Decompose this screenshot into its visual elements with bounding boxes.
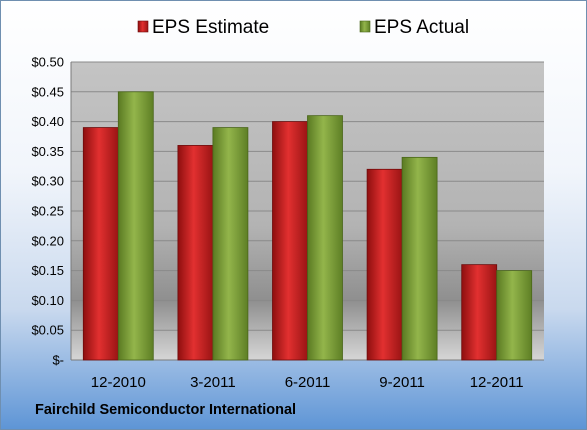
x-tick-label: 3-2011 [190, 374, 236, 391]
x-tick-label: 12-2010 [91, 374, 146, 391]
y-tick-label: $0.10 [31, 293, 64, 308]
bar-eps-estimate [272, 121, 308, 361]
bar-eps-actual [496, 270, 533, 361]
x-tick-label: 9-2011 [379, 374, 425, 391]
legend-label-eps-estimate: EPS Estimate [152, 17, 269, 38]
bar-eps-actual [212, 127, 249, 361]
y-tick-label: $0.50 [31, 55, 64, 70]
x-tick-label: 12-2011 [470, 374, 524, 391]
legend-marker-eps-estimate [137, 20, 149, 33]
y-tick-label: $0.05 [31, 323, 64, 338]
y-tick-label: $- [52, 353, 64, 368]
x-tick-label: 6-2011 [285, 374, 331, 391]
y-tick-label: $0.30 [31, 174, 64, 189]
y-tick-label: $0.40 [31, 114, 64, 129]
bar-eps-estimate [366, 168, 403, 361]
bar-eps-actual [117, 91, 154, 361]
bar-eps-actual [307, 115, 343, 361]
bar-eps-estimate [82, 127, 119, 361]
legend-label-eps-actual: EPS Actual [374, 17, 469, 38]
bar-eps-estimate [461, 264, 498, 361]
y-tick-label: $0.15 [31, 263, 64, 278]
y-tick-label: $0.20 [31, 233, 64, 248]
legend-marker-eps-actual [359, 20, 371, 33]
y-tick-label: $0.25 [31, 204, 64, 219]
company-name: Fairchild Semiconductor International [35, 402, 297, 418]
y-tick-label: $0.45 [31, 84, 64, 99]
y-tick-label: $0.35 [31, 144, 64, 159]
bar-eps-actual [401, 156, 438, 361]
bar-eps-estimate [177, 145, 214, 361]
